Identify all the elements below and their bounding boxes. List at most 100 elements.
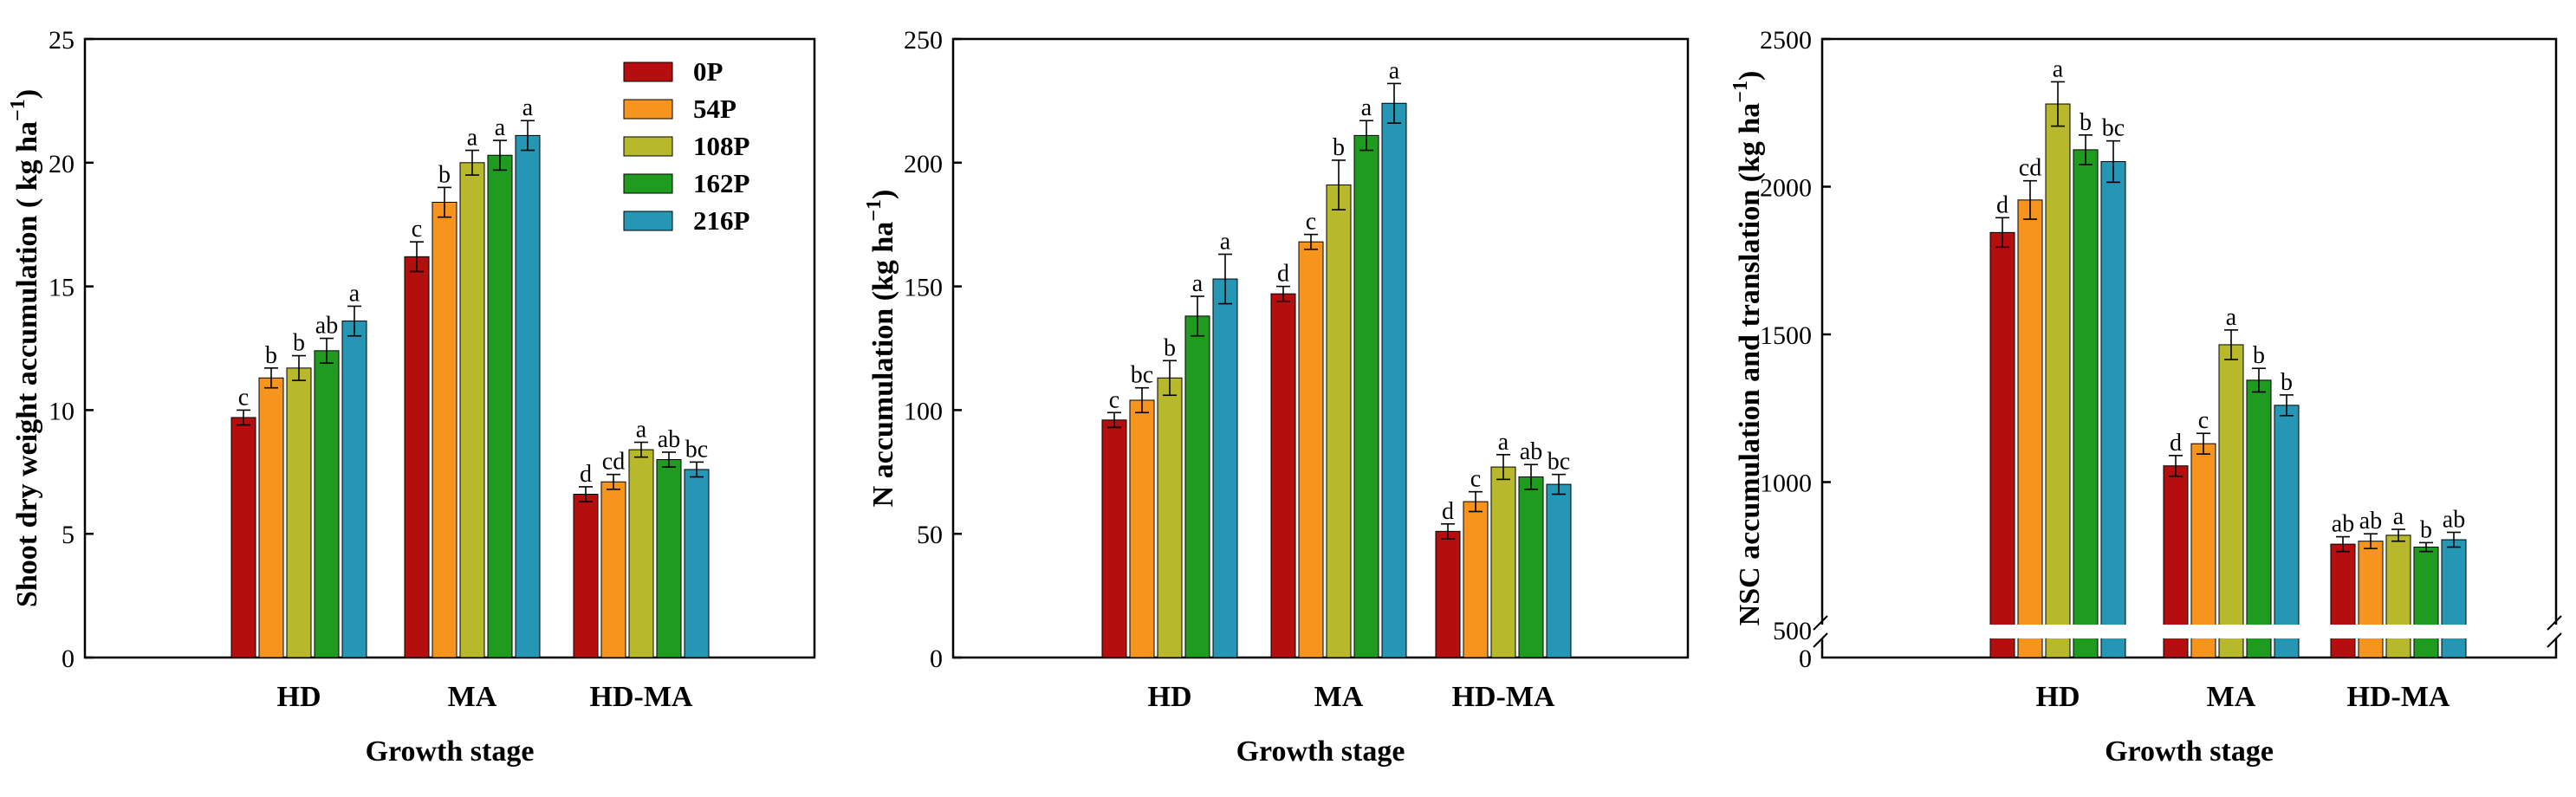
legend-swatch (623, 99, 673, 120)
bar (341, 321, 367, 658)
bar (1129, 399, 1155, 658)
x-axis-title: Growth stage (366, 735, 535, 768)
bar (286, 367, 312, 658)
significance-letter: cd (2019, 155, 2041, 182)
significance-letter: ab (2359, 508, 2382, 535)
significance-letter: c (412, 216, 422, 243)
significance-letter: c (2198, 407, 2209, 434)
y-tick-label: 500 (1773, 617, 1812, 645)
bar (404, 256, 430, 658)
bar (1101, 419, 1127, 658)
significance-letter: a (522, 94, 534, 121)
significance-letter: ab (658, 426, 680, 453)
significance-letter: a (2393, 503, 2404, 530)
significance-letter: ab (2443, 506, 2465, 533)
bar (1184, 315, 1210, 658)
legend-label: 108P (693, 131, 750, 161)
bar (2100, 161, 2126, 658)
bar (1353, 134, 1379, 658)
bar (1518, 476, 1544, 658)
significance-letter: b (438, 161, 451, 188)
y-tick-label: 1500 (1760, 321, 1812, 350)
legend-swatch (623, 173, 673, 194)
legend-label: 0P (693, 56, 723, 87)
category-label: HD (1148, 681, 1192, 713)
legend-swatch (623, 62, 673, 82)
significance-letter: d (2170, 430, 2182, 457)
significance-letter: d (1996, 191, 2008, 218)
bar (573, 494, 599, 658)
bar (2017, 199, 2043, 658)
bar (2441, 539, 2467, 658)
bar (2358, 541, 2384, 658)
legend-label: 216P (693, 205, 750, 236)
significance-letter: c (238, 384, 249, 411)
axis-break-gap (1812, 625, 2566, 638)
bar (314, 350, 340, 658)
category-label: MA (1314, 681, 1364, 713)
y-axis-title-superscript: −1 (1729, 81, 1752, 103)
legend-swatch (623, 211, 673, 231)
category-label: MA (448, 681, 497, 713)
bar (230, 417, 256, 658)
significance-letter: ab (2332, 511, 2354, 538)
significance-letter: a (1498, 429, 1509, 456)
y-tick-label: 10 (49, 397, 75, 425)
bar (1490, 466, 1516, 658)
y-axis-title: NSC accumulation and translation (kg ha−… (1729, 71, 1766, 626)
significance-letter: a (467, 125, 478, 152)
y-axis-title-suffix: ) (1734, 71, 1766, 81)
category-label: HD-MA (590, 681, 693, 713)
bar (1270, 293, 1296, 658)
bar (2274, 405, 2300, 658)
y-axis-title-superscript: −1 (863, 199, 886, 222)
category-label: HD-MA (1452, 681, 1555, 713)
bar (487, 154, 513, 658)
significance-letter: a (2226, 304, 2237, 331)
bar (1463, 501, 1489, 658)
bar (2246, 379, 2272, 658)
y-tick-label: 200 (904, 150, 943, 178)
significance-letter: b (2281, 369, 2293, 396)
y-tick-label: 250 (904, 26, 943, 55)
legend-swatch (623, 136, 673, 157)
bar (459, 162, 485, 658)
bar (2385, 535, 2411, 658)
bar (2045, 103, 2071, 658)
significance-letter: b (265, 342, 277, 369)
significance-letter: bc (1131, 362, 1153, 389)
category-label: HD-MA (2347, 681, 2450, 713)
bar (515, 134, 541, 658)
bar (1212, 278, 1238, 658)
bar (2218, 344, 2244, 658)
significance-letter: bc (1548, 449, 1570, 476)
bar (1326, 185, 1352, 658)
y-tick-label: 15 (49, 274, 75, 302)
category-label: HD (2036, 681, 2080, 713)
y-axis-title: Shoot dry weight accumulation ( kg ha−1) (7, 89, 43, 607)
y-axis-title-main: NSC accumulation and translation (kg ha (1734, 103, 1766, 626)
y-tick-label: 50 (917, 521, 943, 549)
significance-letter: a (1192, 270, 1204, 297)
legend-label: 54P (693, 94, 736, 124)
bar (431, 201, 457, 658)
bar (1157, 377, 1183, 658)
axis-break-slash (1813, 615, 1828, 631)
y-axis-title: N accumulation (kg ha−1) (863, 190, 899, 508)
significance-letter: a (495, 114, 506, 141)
y-tick-label: 5 (62, 521, 75, 549)
significance-letter: a (636, 417, 647, 444)
bar (656, 459, 682, 658)
y-tick-label: 100 (904, 397, 943, 425)
y-tick-label: 20 (49, 150, 75, 178)
significance-letter: ab (1520, 438, 1542, 465)
y-axis-title-superscript: −1 (7, 99, 29, 121)
axis-break-slash (1813, 632, 1828, 648)
bar (1298, 241, 1324, 658)
significance-letter: a (1389, 57, 1400, 84)
bar (2073, 149, 2099, 658)
significance-letter: b (1333, 134, 1345, 161)
